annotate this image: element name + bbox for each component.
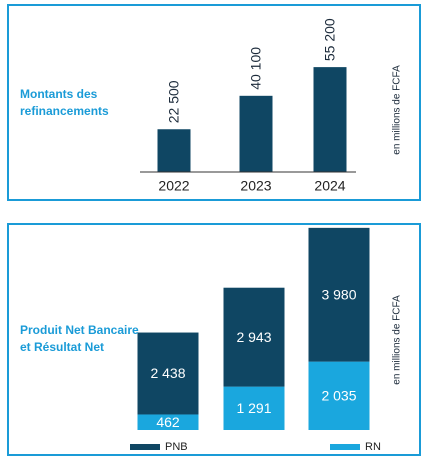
data-label: 22 500 bbox=[166, 80, 182, 123]
x-tick-label: 2024 bbox=[314, 178, 345, 194]
bar-segment bbox=[137, 332, 199, 415]
legend-swatch bbox=[130, 444, 160, 450]
bar bbox=[239, 95, 273, 172]
legend-swatch bbox=[330, 444, 360, 450]
bar-segment bbox=[137, 414, 199, 430]
data-label: 462 bbox=[156, 414, 180, 430]
x-tick-label: 2023 bbox=[240, 178, 271, 194]
bar bbox=[313, 67, 347, 172]
legend-label: RN bbox=[365, 441, 381, 453]
chart-title: Produit Net Bancaire et Résultat Net bbox=[20, 323, 139, 354]
axis-unit-label: en millions de FCFA bbox=[392, 65, 403, 155]
data-label: 40 100 bbox=[248, 47, 264, 90]
bar-segment bbox=[308, 361, 370, 430]
panel-border bbox=[7, 4, 421, 201]
data-label: 2 035 bbox=[321, 388, 356, 404]
panel-border bbox=[7, 223, 421, 456]
data-label: 2 943 bbox=[236, 329, 271, 345]
bar-segment bbox=[223, 287, 285, 387]
bar bbox=[157, 129, 191, 172]
legend-label: PNB bbox=[165, 441, 188, 453]
bar-segment bbox=[223, 386, 285, 430]
chart-title: Montants des refinancements bbox=[20, 87, 109, 118]
x-tick-label: 2022 bbox=[158, 178, 189, 194]
axis-unit-label: en millions de FCFA bbox=[392, 295, 403, 385]
data-label: 1 291 bbox=[236, 400, 271, 416]
bar-segment bbox=[308, 227, 370, 362]
data-label: 55 200 bbox=[322, 18, 338, 61]
data-label: 3 980 bbox=[321, 286, 356, 302]
data-label: 2 438 bbox=[150, 365, 185, 381]
